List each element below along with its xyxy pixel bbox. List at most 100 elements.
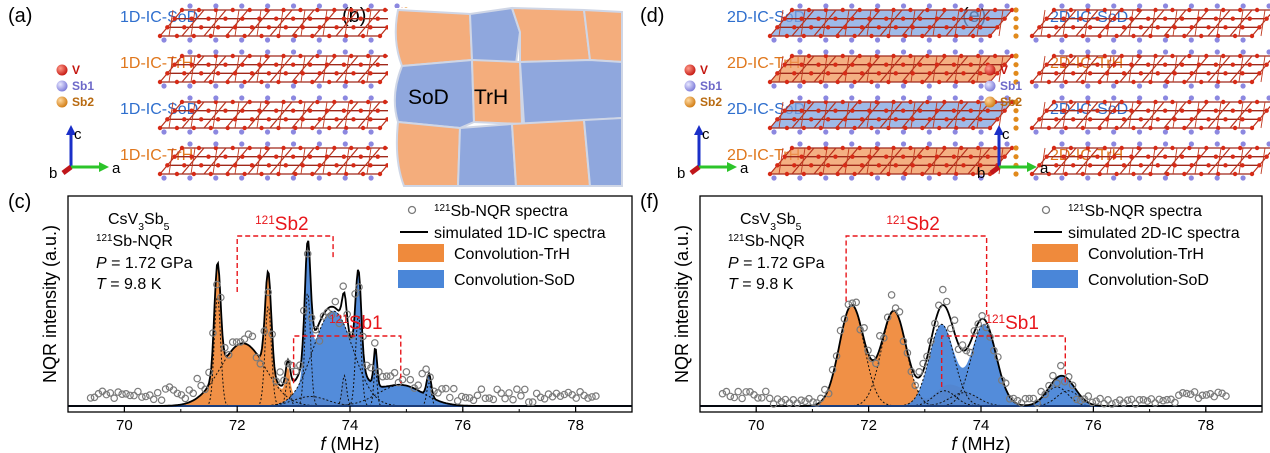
domain-trh	[510, 6, 592, 64]
data-point	[1131, 400, 1140, 408]
v-atom	[298, 53, 303, 59]
sb1-atom	[1059, 3, 1065, 9]
sb1-atom	[1137, 95, 1143, 101]
v-atom	[789, 53, 795, 59]
sb1-atom	[849, 37, 855, 43]
sb2-atom	[1013, 79, 1019, 85]
bond-line	[256, 9, 262, 37]
bond-line	[1216, 9, 1222, 37]
sb1-annotation: 121Sb1	[985, 313, 1038, 335]
sb1-atom	[875, 141, 881, 147]
v-atom	[1131, 79, 1136, 85]
bond-line	[888, 147, 894, 175]
data-point	[813, 399, 821, 407]
v-atom	[1254, 99, 1260, 105]
v-atom	[310, 171, 315, 177]
v-atom	[992, 145, 998, 151]
sb1-atom	[771, 37, 777, 43]
v-atom	[382, 7, 388, 13]
v-atom	[1189, 163, 1194, 168]
v-atom	[910, 163, 915, 168]
v-atom	[886, 79, 891, 85]
v-atom	[920, 171, 925, 177]
b-axis-label: b	[49, 165, 57, 182]
sb1-atom	[342, 141, 348, 147]
sb1-atom	[978, 83, 984, 89]
crystal-layer	[1029, 3, 1270, 43]
v-atom	[884, 108, 889, 113]
legend-marker-points	[407, 205, 417, 215]
bond-line	[256, 101, 262, 129]
data-point	[193, 374, 202, 383]
v-atom	[1136, 99, 1141, 105]
sb1-atom	[316, 141, 323, 147]
v-atom	[970, 171, 976, 177]
v-atom	[1046, 171, 1052, 177]
v-atom	[1037, 163, 1042, 168]
v-atom	[358, 108, 364, 113]
v-atom	[1078, 154, 1083, 159]
data-point	[836, 326, 845, 335]
data-point	[722, 387, 731, 396]
v-atom	[324, 62, 330, 67]
sb1-atom	[952, 129, 958, 135]
v-atom	[368, 71, 373, 76]
bond-line	[932, 9, 938, 37]
data-point	[434, 388, 442, 397]
v-atom	[937, 79, 942, 85]
data-point	[986, 333, 994, 341]
data-point	[777, 397, 786, 406]
v-atom	[1119, 53, 1124, 59]
v-atom	[240, 62, 245, 67]
data-point	[303, 250, 312, 258]
sod-label: SoD	[408, 86, 449, 109]
v-atom	[1044, 62, 1049, 67]
v-atom	[808, 25, 814, 30]
v-atom	[276, 79, 281, 85]
data-point	[1202, 391, 1211, 399]
bond-line	[212, 55, 218, 83]
v-atom	[1087, 25, 1093, 30]
sb1-atom	[978, 175, 984, 181]
v-atom	[334, 117, 339, 122]
data-point	[1155, 395, 1164, 404]
data-point	[966, 348, 975, 357]
data-point	[130, 391, 138, 400]
v-atom	[332, 53, 337, 59]
sb1-atom	[1059, 49, 1065, 55]
data-point	[934, 301, 943, 310]
v-atom	[859, 71, 865, 76]
v-atom	[257, 154, 262, 159]
v-atom	[835, 171, 840, 177]
sb1-atom	[1162, 95, 1169, 101]
v-atom	[172, 154, 177, 159]
v-atom	[1206, 71, 1211, 76]
bond-line	[998, 55, 1004, 83]
data-point	[398, 375, 407, 384]
panel-a-atom-legend: V Sb1 Sb2 c a b	[49, 63, 121, 182]
sb1-atom	[1059, 95, 1065, 101]
sample-temperature: T = 9.8 K	[728, 276, 794, 293]
bond-line	[1128, 147, 1134, 175]
v-atom	[257, 62, 262, 67]
v-atom	[1061, 16, 1066, 21]
v-atom	[324, 154, 330, 159]
v-atom	[792, 25, 797, 30]
v-atom	[1078, 108, 1083, 113]
sb1-atom	[1033, 83, 1039, 89]
sb1-atom	[1162, 49, 1169, 55]
v-atom	[266, 117, 272, 122]
sb1-atom	[290, 37, 297, 43]
sb1-atom	[823, 141, 829, 147]
sb1-atom	[239, 129, 245, 135]
v-atom	[1196, 16, 1202, 21]
bond-line	[256, 55, 262, 83]
v-atom	[189, 108, 194, 113]
data-point	[240, 335, 249, 343]
x-axis-label: f (MHz)	[321, 434, 380, 453]
sb1-atom	[213, 129, 219, 135]
v-atom	[1187, 7, 1192, 13]
v-atom	[266, 25, 272, 30]
v-atom	[349, 99, 354, 105]
a-axis-arrow	[99, 162, 109, 172]
